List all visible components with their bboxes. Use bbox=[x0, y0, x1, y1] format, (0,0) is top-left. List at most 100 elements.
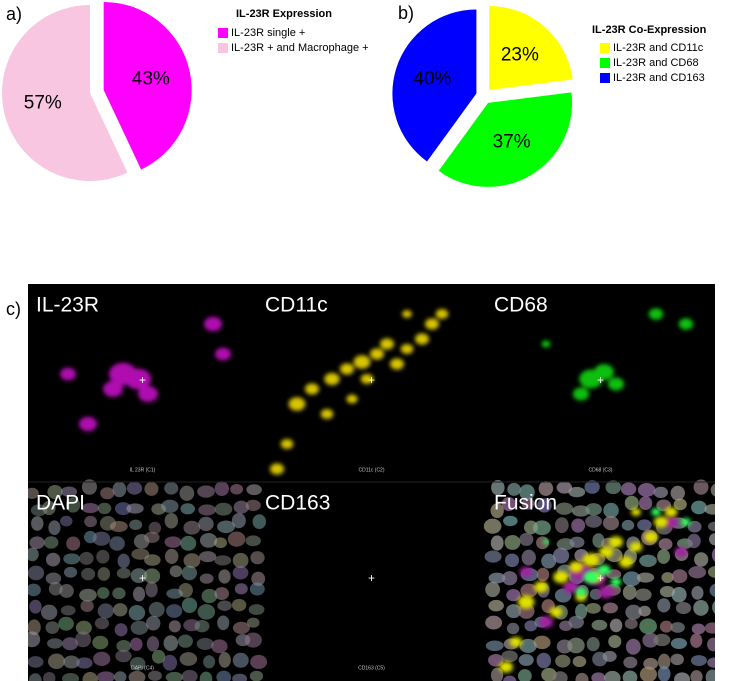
nucleus bbox=[198, 516, 214, 532]
nucleus bbox=[653, 486, 668, 499]
signal-blob bbox=[402, 310, 412, 318]
signal-blob bbox=[79, 416, 97, 432]
signal bbox=[270, 308, 449, 475]
nucleus bbox=[621, 519, 635, 531]
nucleus bbox=[128, 604, 146, 621]
signal-blob bbox=[610, 577, 622, 587]
nucleus bbox=[639, 554, 657, 568]
nucleus bbox=[163, 635, 179, 652]
nucleus bbox=[29, 599, 42, 614]
nucleus bbox=[96, 549, 110, 564]
signal-blob bbox=[572, 387, 590, 401]
nucleus bbox=[232, 673, 248, 681]
signal-blob bbox=[631, 508, 641, 516]
nucleus bbox=[180, 503, 195, 515]
nucleus bbox=[114, 671, 127, 681]
signal-blob bbox=[390, 358, 404, 370]
nucleus bbox=[115, 649, 132, 663]
nucleus bbox=[144, 481, 159, 496]
pie-slice bbox=[2, 5, 128, 182]
nucleus bbox=[177, 634, 193, 648]
signal-blob bbox=[651, 508, 661, 516]
nucleus bbox=[490, 667, 504, 681]
legend-title: IL-23R Co-Expression bbox=[592, 24, 707, 36]
nucleus bbox=[211, 639, 228, 654]
nucleus bbox=[245, 499, 261, 511]
nucleus bbox=[231, 512, 246, 529]
nucleus bbox=[183, 520, 201, 535]
nucleus bbox=[518, 654, 534, 666]
nucleus bbox=[151, 649, 166, 664]
nucleus bbox=[690, 633, 703, 648]
nucleus bbox=[79, 551, 94, 565]
nucleus bbox=[164, 536, 182, 548]
nucleus bbox=[28, 673, 42, 681]
nucleus bbox=[603, 502, 619, 519]
nucleus bbox=[584, 480, 600, 494]
nucleus bbox=[661, 572, 674, 583]
nucleus bbox=[568, 486, 586, 498]
nucleus bbox=[181, 597, 198, 614]
nucleus bbox=[642, 632, 659, 648]
nucleus bbox=[48, 653, 65, 670]
legend-title: IL-23R Expression bbox=[236, 8, 332, 20]
nucleus bbox=[131, 548, 150, 560]
signal-blob bbox=[543, 539, 549, 545]
nucleus bbox=[79, 588, 97, 602]
crosshair: + bbox=[368, 571, 375, 585]
nucleus bbox=[196, 637, 214, 650]
signal-blob bbox=[569, 561, 583, 573]
nucleus bbox=[84, 515, 97, 528]
nucleus bbox=[567, 637, 585, 654]
signal-blob bbox=[380, 338, 394, 350]
nucleus bbox=[504, 534, 521, 550]
nucleus bbox=[491, 479, 505, 496]
nucleus bbox=[214, 537, 227, 549]
signal bbox=[541, 308, 694, 401]
nucleus bbox=[164, 512, 179, 529]
nucleus bbox=[536, 567, 550, 582]
crosshair: + bbox=[139, 373, 146, 387]
signal-blob bbox=[663, 516, 679, 528]
legend-swatch bbox=[600, 58, 610, 68]
nucleus bbox=[484, 550, 502, 563]
nucleus bbox=[42, 500, 56, 516]
panel-label: a) bbox=[6, 4, 22, 24]
nucleus bbox=[231, 598, 247, 612]
nucleus bbox=[28, 631, 41, 648]
signal-blob bbox=[288, 397, 306, 411]
nucleus bbox=[506, 589, 521, 602]
nucleus bbox=[622, 571, 641, 587]
legend-label: IL-23R + and Macrophage + bbox=[231, 42, 369, 54]
image-caption: CD163 (C5) bbox=[358, 665, 385, 671]
nucleus bbox=[43, 671, 56, 681]
nucleus bbox=[555, 517, 569, 534]
nucleus bbox=[199, 533, 218, 548]
signal-blob bbox=[400, 343, 414, 355]
signal-blob bbox=[583, 570, 599, 584]
crosshair: + bbox=[139, 571, 146, 585]
nucleus bbox=[45, 552, 61, 567]
nucleus bbox=[490, 503, 504, 519]
nucleus bbox=[63, 566, 78, 578]
nucleus bbox=[555, 502, 574, 515]
nucleus bbox=[249, 582, 265, 596]
nucleus bbox=[181, 565, 197, 581]
nucleus bbox=[586, 637, 600, 652]
nucleus bbox=[97, 502, 112, 515]
nucleus bbox=[568, 615, 584, 629]
nucleus bbox=[28, 547, 39, 562]
image-title: CD11c bbox=[265, 294, 328, 317]
signal-blob bbox=[629, 541, 643, 553]
nucleus bbox=[126, 481, 143, 495]
nucleus bbox=[687, 520, 702, 533]
signal-blob bbox=[519, 566, 533, 578]
signal-blob bbox=[598, 585, 614, 599]
nucleus bbox=[165, 671, 184, 681]
nucleus bbox=[168, 620, 181, 633]
nucleus bbox=[48, 520, 61, 535]
nucleus bbox=[519, 484, 535, 501]
nucleus bbox=[624, 618, 638, 630]
nucleus bbox=[246, 484, 262, 496]
nucleus bbox=[198, 504, 216, 516]
